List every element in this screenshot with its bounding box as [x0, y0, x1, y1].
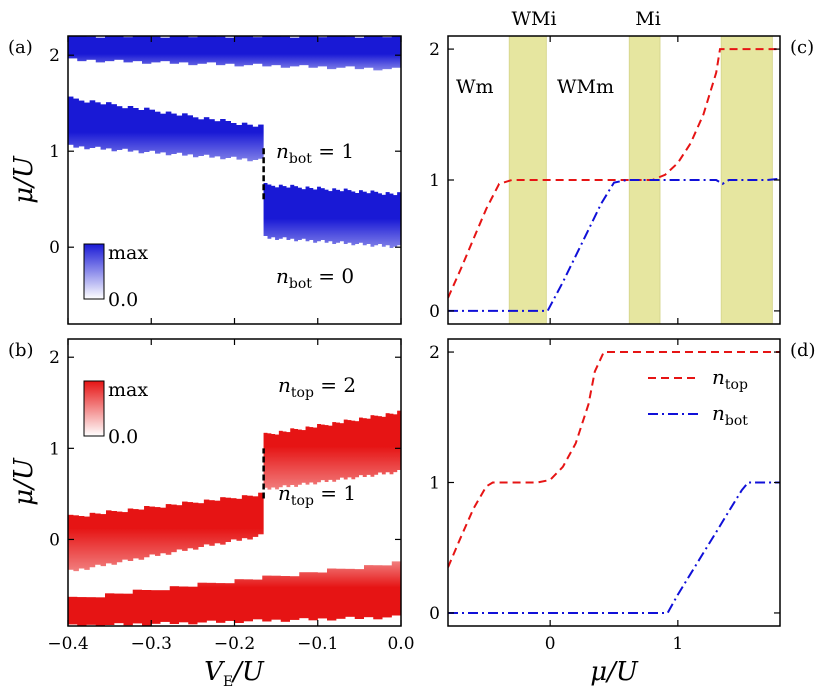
ytick-label-c-2: 2	[429, 40, 440, 60]
label-nbot-0-val: = 0	[312, 264, 354, 288]
label-nbot-1: nbot = 1	[276, 139, 354, 167]
panel-d-lines	[448, 351, 780, 614]
series-d-n-bot	[448, 481, 780, 614]
xtick-label-b-4: 0.0	[387, 634, 414, 654]
label-ntop-1-val: = 1	[314, 481, 356, 505]
colorbar-a-max: max	[108, 242, 148, 264]
phase-label-mi: Mi	[635, 8, 661, 30]
heatmap-band-core-b-upper-right	[263, 410, 401, 490]
legend-nbot-sub: bot	[725, 413, 748, 429]
ytick-label-d-1: 1	[429, 474, 440, 494]
label-ntop-1: ntop = 1	[278, 481, 356, 509]
panel-c-lines	[448, 48, 780, 312]
xtick-label-b-2: −0.2	[214, 634, 255, 654]
label-nbot-1-val: = 1	[312, 139, 354, 163]
ytick-label-a-2: 2	[49, 46, 60, 66]
ytick-label-d-0: 0	[429, 604, 440, 624]
legend-d: ntop nbot	[648, 365, 748, 429]
panel-a-heatmap	[68, 36, 401, 248]
colorbar-b-max: max	[108, 379, 148, 401]
ytick-label-b-2: 2	[49, 348, 60, 368]
legend-nbot-label: nbot	[712, 401, 748, 429]
x-axis-label-right: μ/U	[590, 657, 639, 687]
colorbar-a-min: 0.0	[108, 289, 138, 311]
xtick-label-b-0: −0.4	[47, 634, 88, 654]
legend-ntop-main: n	[712, 365, 725, 389]
phase-band-1	[508, 36, 547, 324]
label-nbot-1-main: n	[276, 139, 289, 163]
axes-frames: 0 1 2 0 1 2 −0.4 −0.3 −0.2 −0.1 0.0 0 1 2 0 1 2 0 1	[47, 35, 781, 654]
panel-label-c: (c)	[790, 37, 814, 58]
heatmap-band-core-b-bottom	[68, 561, 401, 626]
panel-b-heatmap	[68, 410, 401, 626]
label-nbot-0: nbot = 0	[276, 264, 354, 292]
heatmap-band-core-b-middle-left	[68, 492, 264, 572]
label-ntop-1-main: n	[278, 481, 291, 505]
label-nbot-1-sub: bot	[289, 151, 312, 167]
label-ntop-2: ntop = 2	[278, 373, 356, 401]
ytick-label-d-2: 2	[429, 343, 440, 363]
y-axis-label-b: μ/U	[9, 457, 39, 506]
heatmap-band-core-a-lower-left	[68, 96, 264, 162]
colorbar-b-min: 0.0	[108, 426, 138, 448]
xtick-label-b-3: −0.1	[297, 634, 338, 654]
legend-ntop-label: ntop	[712, 365, 748, 393]
x-axis-label-left: VE/U	[204, 657, 265, 690]
label-ntop-2-val: = 2	[314, 373, 356, 397]
panel-label-a: (a)	[8, 37, 33, 58]
phase-label-wm: Wm	[456, 76, 494, 98]
x-axis-label-left-tail: /U	[230, 657, 265, 687]
x-axis-label-left-sub: E	[223, 674, 233, 690]
colorbar-b	[83, 380, 105, 437]
series-c-n-top	[448, 48, 780, 299]
ytick-label-b-0: 0	[49, 530, 60, 550]
legend-nbot-main: n	[712, 401, 725, 425]
phase-label-wmm: WMm	[557, 76, 614, 98]
y-axis-label-a: μ/U	[9, 155, 39, 204]
heatmap-band-core-a-lower-right	[263, 183, 401, 248]
ytick-label-b-1: 1	[49, 439, 60, 459]
series-d-n-top	[448, 351, 780, 568]
heatmap-band-core-a-upper	[68, 36, 401, 71]
ytick-label-c-1: 1	[429, 171, 440, 191]
ytick-label-c-0: 0	[429, 302, 440, 322]
panel-label-d: (d)	[790, 340, 816, 361]
series-c-n-bot	[448, 177, 780, 312]
label-ntop-1-sub: top	[291, 493, 314, 509]
panel-label-b: (b)	[8, 340, 34, 361]
label-ntop-2-main: n	[278, 373, 291, 397]
xtick-label-d-0: 0	[545, 634, 556, 654]
phase-label-wmi: WMi	[511, 8, 556, 30]
ytick-label-a-0: 0	[49, 238, 60, 258]
x-axis-label-left-main: V	[204, 657, 225, 687]
ytick-label-a-1: 1	[49, 142, 60, 162]
label-nbot-0-sub: bot	[289, 276, 312, 292]
xtick-label-b-1: −0.3	[131, 634, 172, 654]
colorbar-a	[83, 243, 105, 300]
label-ntop-2-sub: top	[291, 385, 314, 401]
legend-ntop-sub: top	[725, 377, 748, 393]
xtick-label-d-1: 1	[672, 634, 683, 654]
label-nbot-0-main: n	[276, 264, 289, 288]
